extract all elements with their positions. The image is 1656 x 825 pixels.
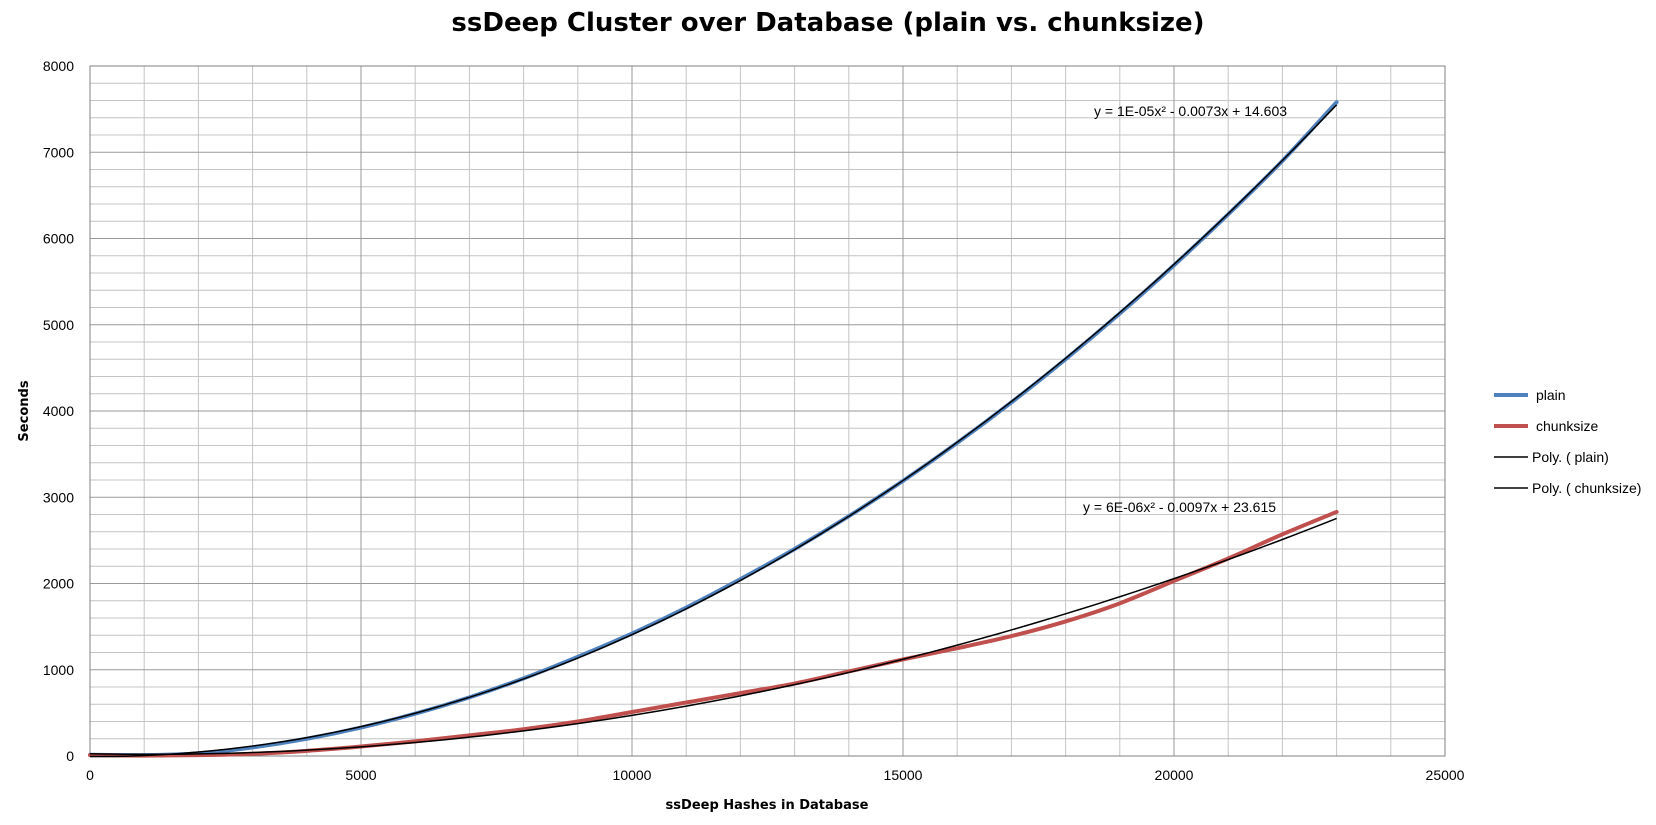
x-tick-label: 5000: [345, 767, 376, 783]
y-tick-label: 8000: [43, 58, 74, 74]
trendline-equation-plain: y = 1E-05x² - 0.0073x + 14.603: [1094, 103, 1287, 119]
plot-area-frame: [89, 65, 1446, 757]
y-tick-label: 2000: [43, 576, 74, 592]
y-tick-label: 1000: [43, 662, 74, 678]
x-tick-label: 15000: [884, 767, 923, 783]
x-tick-label: 10000: [613, 767, 652, 783]
chart-title: ssDeep Cluster over Database (plain vs. …: [451, 8, 1205, 38]
y-axis-tick-labels: 0 1000 2000 3000 4000 5000 6000 7000 8000: [43, 58, 74, 764]
legend-item: chunksize: [1494, 418, 1598, 434]
legend-item: Poly. ( chunksize): [1494, 480, 1641, 496]
legend: plain chunksize Poly. ( plain) Poly. ( chun…: [1494, 387, 1641, 496]
y-axis-title: Seconds: [17, 380, 32, 441]
series-layer: [88, 100, 1339, 758]
x-tick-label: 20000: [1155, 767, 1194, 783]
y-tick-label: 7000: [43, 144, 74, 160]
series-line-chunksize: [88, 509, 1339, 758]
y-tick-label: 0: [66, 748, 74, 764]
trendline-layer: [89, 104, 1338, 758]
y-tick-label: 6000: [43, 231, 74, 247]
legend-label: Poly. ( plain): [1532, 449, 1609, 465]
legend-label: plain: [1536, 387, 1566, 403]
legend-item: plain: [1494, 387, 1566, 403]
legend-label: chunksize: [1536, 418, 1598, 434]
trendline-plain: [89, 104, 1338, 758]
trendline-chunksize: [89, 517, 1337, 756]
x-axis-title: ssDeep Hashes in Database: [666, 798, 869, 813]
x-tick-label: 0: [86, 767, 94, 783]
y-tick-label: 3000: [43, 489, 74, 505]
x-tick-label: 25000: [1426, 767, 1465, 783]
y-tick-label: 5000: [43, 317, 74, 333]
x-axis-tick-labels: 0 5000 10000 15000 20000 25000: [86, 767, 1465, 783]
legend-item: Poly. ( plain): [1494, 449, 1609, 465]
trendline-equation-chunksize: y = 6E-06x² - 0.0097x + 23.615: [1083, 499, 1276, 515]
legend-label: Poly. ( chunksize): [1532, 480, 1641, 496]
y-tick-label: 4000: [43, 403, 74, 419]
